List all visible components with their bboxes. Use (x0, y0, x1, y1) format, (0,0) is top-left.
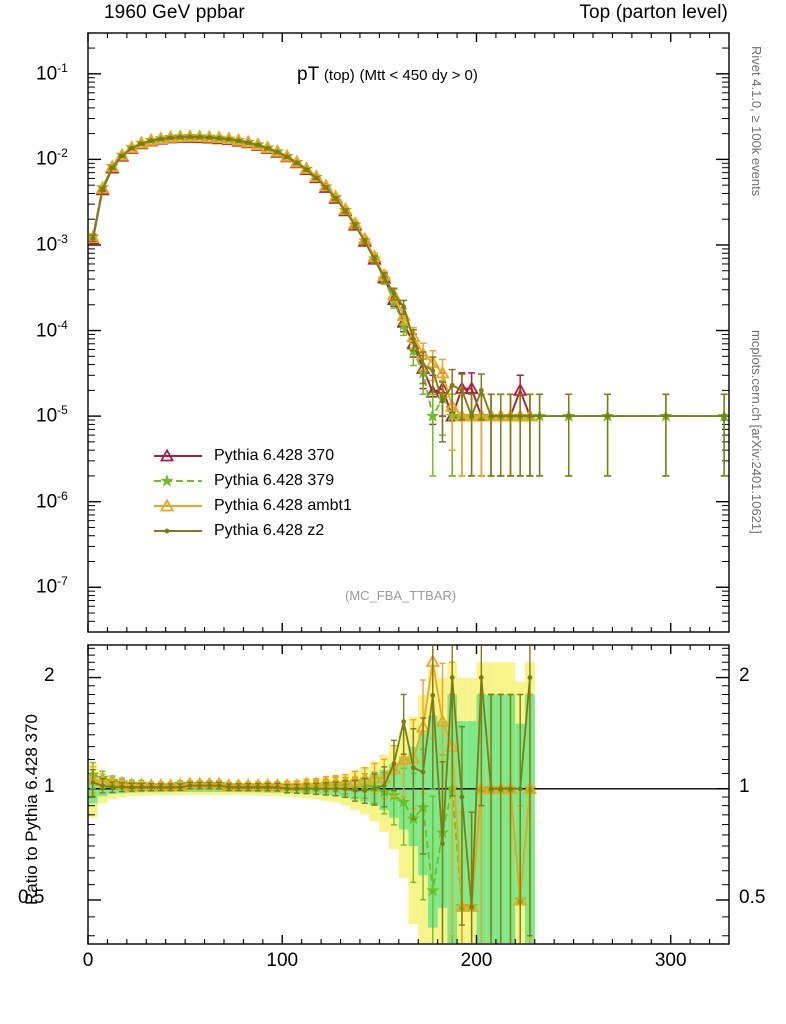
plot-title-cuts: (Mtt < 450 dy > 0) (359, 67, 478, 84)
x-tick-2: 200 (460, 950, 493, 971)
legend-entry-0[interactable]: Pythia 6.428 370 (152, 446, 334, 466)
ratio-y-tick-right-2: 0.5 (739, 886, 766, 908)
x-tick-0: 0 (82, 950, 94, 971)
legend-swatch-0 (154, 448, 202, 462)
main-y-tick-6: 10-7 (36, 574, 68, 598)
legend-swatch-1 (154, 474, 202, 487)
legend-entry-2[interactable]: Pythia 6.428 ambt1 (152, 496, 352, 516)
header-beam-label: 1960 GeV ppbar (104, 2, 245, 23)
x-tick-3: 300 (654, 950, 687, 971)
main-y-tick-0: 10-1 (36, 60, 68, 85)
main-y-tick-1: 10-2 (36, 146, 68, 170)
ratio-y-tick-left-0: 2 (44, 664, 55, 686)
legend-label-1: Pythia 6.428 379 (214, 472, 335, 489)
main-y-tick-3: 10-4 (36, 317, 68, 341)
legend-swatch-3 (154, 528, 202, 534)
plot-title-variable: pT (297, 64, 320, 85)
legend-label-0: Pythia 6.428 370 (214, 447, 335, 464)
x-tick-1: 100 (266, 950, 299, 971)
main-y-tick-4: 10-5 (36, 403, 68, 427)
legend-label-3: Pythia 6.428 z2 (214, 522, 325, 539)
ratio-y-tick-right-0: 2 (739, 664, 750, 686)
legend-entry-1[interactable]: Pythia 6.428 379 (152, 471, 334, 491)
ratio-y-tick-left-1: 1 (44, 775, 55, 797)
legend-label-2: Pythia 6.428 ambt1 (214, 497, 352, 514)
main-plot-panel (87, 32, 730, 633)
main-y-tick-2: 10-3 (36, 231, 68, 256)
plot-title-object: (top) (323, 67, 355, 84)
main-y-tick-5: 10-6 (36, 488, 68, 512)
plot-title: pT (top) (Mtt < 450 dy > 0) (297, 64, 478, 86)
header-process-label: Top (parton level) (579, 2, 728, 23)
legend-swatch-2 (154, 498, 202, 512)
ratio-y-tick-right-1: 1 (739, 775, 750, 797)
legend-entry-3[interactable]: Pythia 6.428 z2 (152, 521, 324, 541)
ratio-y-tick-left-2: 0.5 (18, 886, 45, 908)
analysis-watermark: (MC_FBA_TTBAR) (345, 588, 457, 603)
ratio-plot-panel (87, 644, 730, 945)
